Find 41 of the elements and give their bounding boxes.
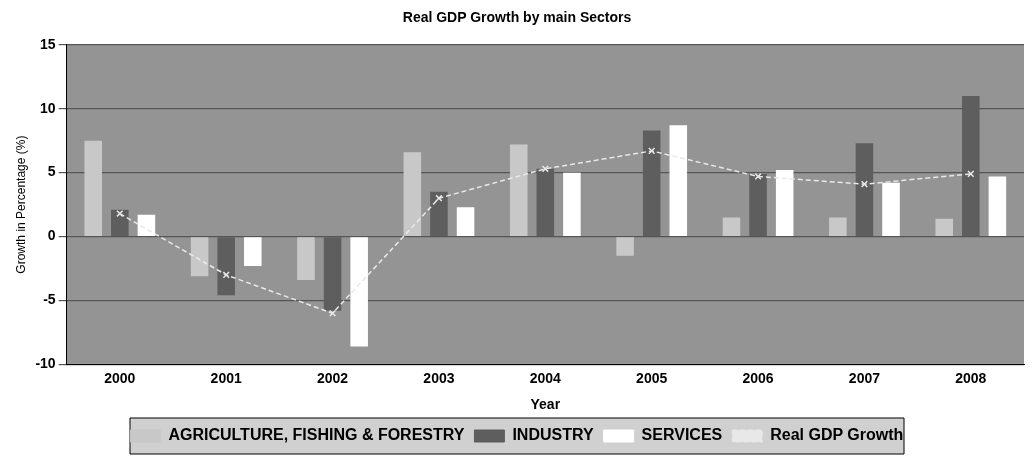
- bar: [669, 125, 688, 236]
- x-tick-label: 2007: [848, 369, 881, 386]
- point: [754, 172, 762, 181]
- y-tick-label: 0: [47, 227, 56, 244]
- bar: [988, 176, 1007, 236]
- legend-label: SERVICES: [641, 426, 723, 444]
- bar: [84, 140, 102, 236]
- y-axis-title: Growth in Percentage (%): [13, 135, 28, 274]
- bar: [616, 237, 634, 256]
- x-tick-label: 2002: [316, 369, 349, 386]
- bar: [509, 144, 528, 236]
- x-tick-label: 2006: [742, 369, 774, 386]
- legend-label: INDUSTRY: [512, 426, 594, 444]
- bar: [935, 218, 953, 236]
- bar: [882, 182, 900, 236]
- y-tick-label: -10: [35, 355, 56, 372]
- legend-label: AGRICULTURE, FISHING & FORESTRY: [168, 426, 465, 444]
- bar: [722, 217, 741, 236]
- bar: [456, 207, 475, 236]
- x-axis-title: Year: [530, 396, 561, 413]
- bar: [563, 172, 581, 236]
- x-tick-label: 2000: [104, 369, 136, 386]
- bar: [190, 237, 209, 277]
- x-tick-label: 2001: [210, 369, 242, 386]
- bar: [137, 214, 156, 236]
- x-tick-label: 2008: [955, 369, 987, 386]
- y-tick-label: 15: [40, 35, 56, 52]
- x-tick-label: 2004: [529, 369, 562, 386]
- bar: [403, 152, 422, 236]
- bar: [350, 237, 368, 347]
- bar: [829, 217, 847, 236]
- y-tick-label: -5: [43, 291, 56, 308]
- x-tick-label: 2005: [636, 369, 668, 386]
- x-tick-label: 2003: [423, 369, 455, 386]
- y-tick-label: 10: [40, 99, 56, 116]
- bar: [244, 237, 262, 266]
- bar: [775, 170, 794, 236]
- y-tick-label: 5: [47, 163, 56, 180]
- bar: [297, 237, 315, 281]
- chart-title: Real GDP Growth by main Sectors: [402, 9, 632, 26]
- legend-label: Real GDP Growth: [770, 426, 904, 444]
